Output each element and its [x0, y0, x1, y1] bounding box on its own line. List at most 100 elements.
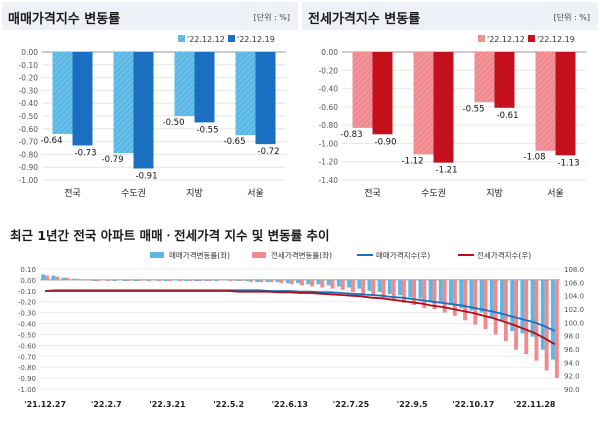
- bar-1-33: [381, 279, 386, 299]
- y-tick-label: -0.80: [19, 150, 39, 159]
- bar-1-15: [198, 279, 202, 281]
- legend-swatch-0: [150, 252, 164, 258]
- left-tick-label: 0.00: [20, 277, 36, 285]
- bar-0-50: [551, 279, 555, 360]
- bar-1-4: [85, 279, 90, 281]
- bar-0-33: [377, 279, 382, 292]
- bar-1-10: [147, 279, 151, 281]
- x-tick-label: '22.9.5: [397, 400, 428, 409]
- bar-지방-0: [474, 52, 495, 103]
- value-label: -0.55: [197, 125, 219, 135]
- x-tick-label: '22.7.25: [333, 400, 370, 409]
- y-tick-label: -0.20: [19, 74, 39, 83]
- bar-서울-1: [555, 52, 576, 156]
- bar-0-15: [194, 279, 199, 281]
- bar-0-47: [520, 279, 525, 334]
- bar-1-7: [116, 279, 121, 281]
- bar-0-28: [326, 279, 331, 286]
- bar-0-42: [469, 279, 474, 311]
- bar-1-6: [106, 279, 111, 281]
- category-label: 수도권: [421, 187, 446, 199]
- bar-1-8: [126, 279, 131, 281]
- bar-0-41: [459, 279, 464, 309]
- bar-1-13: [177, 279, 182, 281]
- bar-0-20: [245, 279, 250, 281]
- value-label: -1.08: [524, 153, 546, 163]
- bar-1-30: [350, 279, 355, 292]
- bar-0-1: [51, 275, 56, 280]
- bar-1-2: [65, 277, 70, 280]
- bar-수도권-1: [133, 52, 154, 169]
- bar-지방-0: [174, 52, 195, 116]
- bar-1-29: [340, 279, 345, 290]
- y-tick-label: -1.20: [319, 158, 339, 167]
- bar-전국-0: [352, 52, 373, 128]
- bar-0-7: [112, 279, 117, 281]
- category-label: 전국: [64, 188, 81, 199]
- bar-1-35: [401, 279, 406, 303]
- x-tick-label: '21.12.27: [24, 400, 66, 409]
- bar-1-27: [320, 279, 325, 288]
- bar-1-3: [75, 278, 80, 280]
- category-label: 전국: [364, 188, 381, 199]
- y-tick-label: -0.70: [19, 138, 39, 147]
- y-tick-label: -0.60: [319, 103, 339, 112]
- bar-1-38: [432, 279, 437, 310]
- left-tick-label: -1.00: [18, 386, 36, 394]
- left-tick-label: -0.10: [18, 288, 36, 296]
- legend-swatch-1: [228, 35, 235, 42]
- bar-서울-0: [235, 52, 256, 136]
- bar-0-49: [540, 279, 545, 350]
- bar-0-27: [316, 279, 321, 285]
- right-tick-label: 90.0: [564, 386, 580, 394]
- bar-1-36: [412, 279, 417, 305]
- value-label: -1.13: [558, 158, 580, 168]
- category-label: 서울: [247, 188, 264, 199]
- jeonse-panel-title-bar: [302, 2, 598, 30]
- bar-0-21: [255, 279, 260, 283]
- bar-1-45: [503, 279, 508, 341]
- right-tick-label: 106.0: [564, 279, 584, 287]
- bar-1-9: [136, 279, 141, 281]
- bar-1-19: [238, 279, 243, 281]
- bar-0-5: [92, 279, 97, 281]
- left-tick-label: 0.10: [20, 266, 36, 274]
- jeonse-panel-unit: [단위 : %]: [553, 13, 590, 22]
- bar-0-13: [173, 279, 178, 281]
- value-label: -1.12: [402, 156, 424, 166]
- bar-0-36: [408, 279, 413, 298]
- bar-1-1: [55, 276, 60, 280]
- category-label: 지방: [486, 188, 503, 199]
- bar-수도권-0: [113, 52, 134, 154]
- bar-1-39: [442, 279, 447, 313]
- bar-지방-1: [494, 52, 515, 108]
- bar-1-17: [218, 279, 223, 281]
- right-tick-label: 92.0: [564, 373, 580, 381]
- value-label: -0.55: [463, 104, 485, 114]
- bar-0-45: [500, 279, 504, 322]
- value-label: -0.65: [224, 137, 246, 147]
- line-2: [45, 289, 556, 332]
- bar-1-11: [157, 279, 162, 281]
- bar-1-16: [208, 279, 213, 281]
- bar-0-31: [357, 279, 362, 289]
- y-tick-label: -0.90: [19, 163, 39, 172]
- value-label: -0.91: [136, 171, 158, 181]
- line-3: [45, 290, 556, 346]
- y-tick-label: -0.30: [19, 86, 39, 95]
- left-tick-label: -0.20: [18, 299, 36, 307]
- jeonse-panel-title: 전세가격지수 변동률: [308, 12, 421, 27]
- bar-1-12: [167, 279, 172, 281]
- bar-서울-1: [255, 52, 276, 145]
- bar-수도권-1: [433, 52, 454, 163]
- y-tick-label: -0.20: [319, 66, 339, 75]
- y-tick-label: 0.00: [321, 48, 338, 57]
- bar-1-0: [45, 275, 49, 280]
- sale-panel-title-bar: [2, 2, 298, 30]
- bar-전국-0: [52, 52, 73, 134]
- bar-1-31: [361, 279, 366, 295]
- y-tick-label: -0.50: [19, 112, 39, 121]
- left-tick-label: -0.70: [18, 353, 36, 361]
- bar-0-0: [41, 274, 46, 280]
- right-tick-label: 102.0: [564, 306, 584, 314]
